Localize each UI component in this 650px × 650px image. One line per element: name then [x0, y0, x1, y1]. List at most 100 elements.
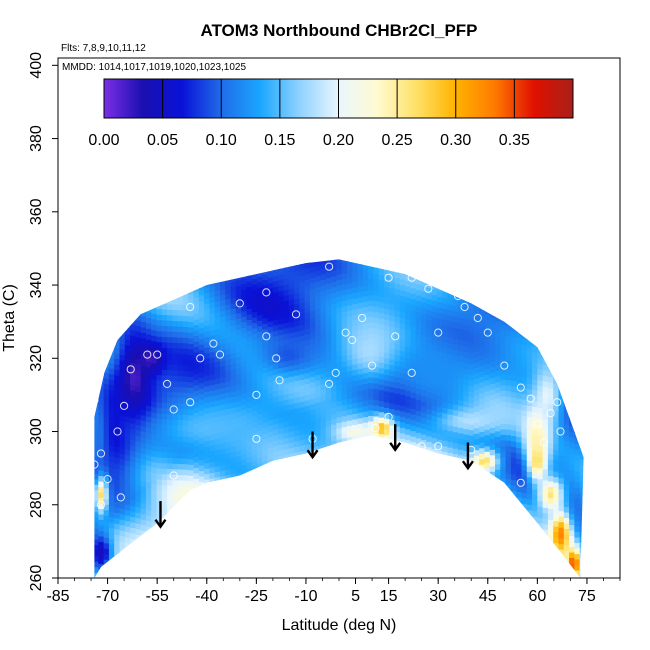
heatmap-cell [294, 336, 300, 343]
heatmap-cell [161, 336, 168, 343]
heatmap-cell [368, 398, 374, 405]
heatmap-cell [294, 298, 300, 305]
heatmap-cell [103, 399, 110, 406]
heatmap-cell [500, 346, 507, 353]
heatmap-cell [257, 292, 263, 299]
heatmap-cell [574, 471, 581, 478]
heatmap-cell [145, 394, 152, 401]
heatmap-cell [283, 415, 290, 422]
heatmap-cell [532, 483, 538, 490]
heatmap-cell [331, 369, 337, 376]
heatmap-cell [299, 259, 306, 265]
heatmap-cell [193, 384, 200, 392]
heatmap-cell [188, 326, 195, 333]
heatmap-cell [124, 416, 131, 423]
heatmap-cell [362, 279, 369, 286]
heatmap-cell [94, 462, 99, 469]
x-tick-label: -85 [46, 588, 69, 605]
heatmap-cell [204, 281, 211, 288]
heatmap-cell [452, 415, 459, 422]
heatmap-cell [431, 432, 438, 439]
heatmap-cell [283, 259, 290, 263]
heatmap-cell [209, 445, 216, 452]
heatmap-cell [458, 427, 464, 434]
heatmap-cell [420, 346, 427, 353]
heatmap-cell [225, 408, 232, 415]
heatmap-cell [410, 342, 417, 349]
tropopause-arrow [154, 501, 167, 529]
heatmap-cell [547, 431, 554, 438]
heatmap-cell [463, 318, 470, 325]
heatmap-cell [172, 457, 179, 464]
heatmap-cell [331, 352, 337, 359]
heatmap-cell [156, 303, 163, 310]
heatmap-cell [537, 495, 544, 502]
heatmap-cell [225, 309, 232, 316]
heatmap-cell [114, 484, 121, 491]
heatmap-cell [510, 408, 517, 415]
heatmap-cell [167, 364, 173, 371]
heatmap-cell [130, 346, 136, 353]
heatmap-cell [368, 259, 374, 263]
heatmap-cell [346, 343, 353, 350]
heatmap-cell [547, 453, 554, 460]
heatmap-cell [346, 260, 353, 267]
heatmap-cell [161, 473, 168, 480]
heatmap-cell [574, 476, 581, 483]
heatmap-cell [283, 294, 290, 302]
heatmap-cell [114, 490, 121, 497]
heatmap-cell [283, 278, 290, 285]
heatmap-cell [294, 451, 300, 458]
heatmap-cell [130, 532, 136, 539]
heatmap-cell [484, 308, 491, 315]
heatmap-cell [336, 389, 343, 396]
heatmap-cell [172, 452, 179, 459]
heatmap-cell [473, 372, 480, 379]
heatmap-cell [341, 283, 348, 290]
heatmap-cell [124, 333, 131, 340]
heatmap-cell [214, 465, 221, 472]
heatmap-cell [405, 395, 412, 402]
heatmap-cell [410, 392, 417, 399]
heatmap-cell [140, 491, 147, 498]
heatmap-cell [193, 395, 200, 403]
heatmap-cell [299, 351, 306, 358]
heatmap-cell [420, 428, 427, 435]
heatmap-cell [378, 340, 385, 347]
heatmap-cell [410, 265, 417, 272]
observation-point [331, 368, 340, 377]
x-tick-label: -40 [195, 588, 218, 605]
heatmap-cell [145, 339, 152, 346]
heatmap-cell [299, 357, 306, 364]
heatmap-cell [436, 351, 443, 358]
heatmap-cell [431, 454, 438, 461]
heatmap-cell [151, 450, 158, 457]
heatmap-cell [135, 358, 142, 365]
heatmap-cell [325, 370, 332, 378]
heatmap-cell [542, 496, 549, 503]
heatmap-cell [331, 396, 337, 403]
heatmap-cell [479, 343, 486, 350]
heatmap-cell [299, 296, 306, 303]
heatmap-cell [569, 425, 575, 432]
heatmap-cell [257, 397, 263, 404]
heatmap-cell [563, 407, 570, 414]
heatmap-cell [267, 364, 274, 372]
heatmap-cell [198, 475, 205, 483]
heatmap-cell [447, 435, 454, 443]
heatmap-cell [167, 462, 173, 470]
heatmap-cell [161, 446, 168, 453]
heatmap-cell [172, 507, 179, 514]
heatmap-cell [357, 313, 364, 320]
heatmap-cell [103, 526, 110, 533]
heatmap-cell [230, 467, 237, 474]
heatmap-cell [415, 272, 422, 280]
heatmap-cell [542, 446, 549, 453]
heatmap-cell [251, 470, 258, 477]
heatmap-cell [495, 386, 501, 393]
heatmap-cell [352, 358, 359, 365]
heatmap-cell [362, 306, 369, 313]
heatmap-cell [505, 440, 512, 447]
heatmap-cell [140, 480, 147, 487]
heatmap-cell [161, 413, 168, 420]
